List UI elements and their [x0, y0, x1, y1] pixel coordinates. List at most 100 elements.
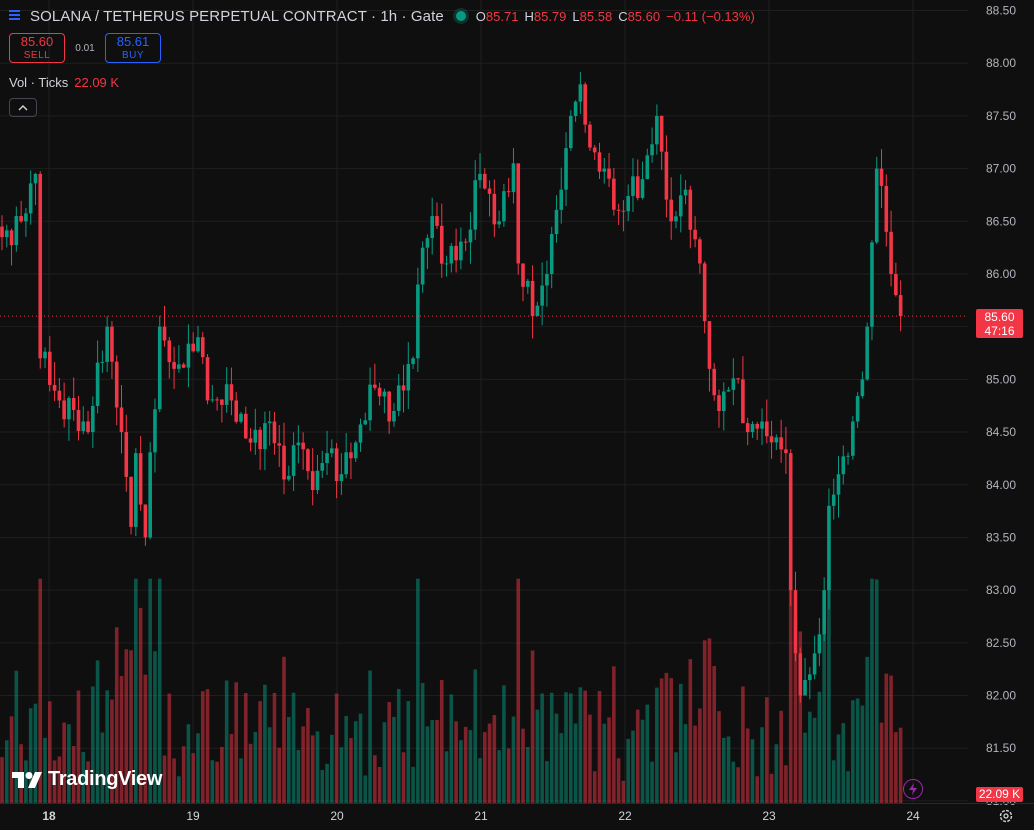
candle-body: [310, 471, 315, 491]
candle-body: [683, 189, 688, 196]
volume-bar: [296, 750, 301, 803]
menu-icon[interactable]: [8, 8, 22, 24]
candle-body: [626, 195, 630, 212]
volume-bar: [655, 687, 659, 803]
volume-bar: [4, 740, 9, 803]
candle-body: [736, 378, 740, 380]
candle-body: [755, 423, 760, 429]
y-tick-label: 81.50: [986, 741, 1016, 755]
volume-bar: [769, 773, 774, 803]
candle-body: [635, 176, 640, 198]
candle: [755, 421, 760, 441]
candle: [392, 402, 396, 427]
candle: [860, 371, 865, 399]
volume-bar: [731, 761, 736, 803]
candle-body: [205, 357, 210, 401]
volume-bar: [138, 607, 143, 803]
candle: [272, 411, 277, 455]
close-value: 85.60: [627, 8, 661, 24]
candle-body: [559, 189, 564, 210]
candle-body: [607, 168, 611, 179]
candle: [808, 667, 812, 700]
volume-bar: [234, 682, 239, 803]
candle-body: [287, 475, 291, 480]
candle-body: [272, 421, 277, 444]
candle: [449, 243, 454, 273]
candle: [678, 174, 683, 233]
buy-button[interactable]: 85.61 BUY: [105, 33, 161, 63]
candle: [554, 195, 559, 243]
candle-body: [817, 634, 822, 654]
y-tick-label: 88.00: [986, 56, 1016, 70]
candle: [760, 408, 764, 445]
volume-bar: [229, 734, 234, 803]
settings-gear-icon[interactable]: [996, 806, 1016, 826]
volume-bar: [487, 723, 492, 803]
candle-body: [119, 407, 124, 433]
candle: [325, 430, 329, 475]
volume-bar: [492, 715, 497, 803]
volume-bar: [760, 727, 764, 803]
volume-bar: [119, 675, 124, 803]
buy-price: 85.61: [116, 34, 150, 49]
candle-body: [855, 396, 860, 422]
volume-bar: [430, 720, 434, 803]
volume-bar: [645, 704, 650, 803]
candle-body: [712, 368, 717, 396]
candle-body: [779, 437, 783, 450]
y-tick-label: 82.00: [986, 689, 1016, 703]
volume-bar: [482, 732, 487, 803]
volume-bar: [344, 715, 348, 803]
candle-body: [181, 364, 186, 368]
volume-bar: [741, 686, 745, 803]
candle: [535, 301, 540, 317]
candle-body: [870, 242, 874, 327]
candle-body: [0, 226, 4, 238]
candle: [817, 618, 822, 667]
collapse-legend-button[interactable]: [9, 98, 37, 117]
candle: [277, 424, 282, 467]
candle: [712, 363, 717, 401]
volume-bar: [48, 701, 52, 803]
volume-bar: [588, 714, 592, 803]
candle-body: [468, 229, 473, 243]
candle: [435, 202, 439, 229]
volume-bar: [860, 705, 865, 803]
volume-legend[interactable]: Vol · Ticks 22.09 K: [9, 75, 119, 90]
candle: [148, 442, 152, 540]
tradingview-logo[interactable]: TradingView: [12, 768, 162, 791]
candle: [898, 280, 903, 332]
candle-body: [253, 429, 258, 443]
volume-bar: [263, 684, 267, 803]
candle-body: [554, 209, 559, 235]
candle-body: [243, 413, 248, 439]
candle: [330, 439, 334, 458]
sell-button[interactable]: 85.60 SELL: [9, 33, 65, 63]
candle: [344, 433, 348, 479]
chart-header: SOLANA / TETHERUS PERPETUAL CONTRACT · 1…: [8, 6, 755, 26]
volume-bar: [76, 690, 81, 803]
lightning-icon[interactable]: [903, 779, 923, 799]
candle: [177, 345, 181, 373]
volume-bar: [626, 738, 630, 803]
candle-body: [396, 385, 401, 411]
candle-body: [674, 216, 678, 222]
volume-bar: [282, 656, 286, 803]
candle: [506, 177, 511, 198]
volume-bar: [659, 678, 664, 803]
candle: [559, 167, 564, 224]
last-price-tag: 85.60 47:16: [976, 309, 1023, 338]
candle-body: [645, 155, 650, 180]
candle: [48, 336, 52, 392]
candle-body: [430, 216, 434, 239]
volume-bar: [91, 686, 95, 803]
volume-bar: [688, 659, 693, 803]
candle-body: [401, 385, 406, 391]
symbol-title[interactable]: SOLANA / TETHERUS PERPETUAL CONTRACT · 1…: [30, 7, 444, 25]
volume-bar: [71, 746, 76, 803]
candle: [258, 427, 262, 470]
volume-bar: [377, 767, 382, 803]
volume-bar: [353, 721, 358, 803]
price-axis: 88.5088.0087.5087.0086.5086.0085.5085.00…: [0, 4, 1016, 808]
